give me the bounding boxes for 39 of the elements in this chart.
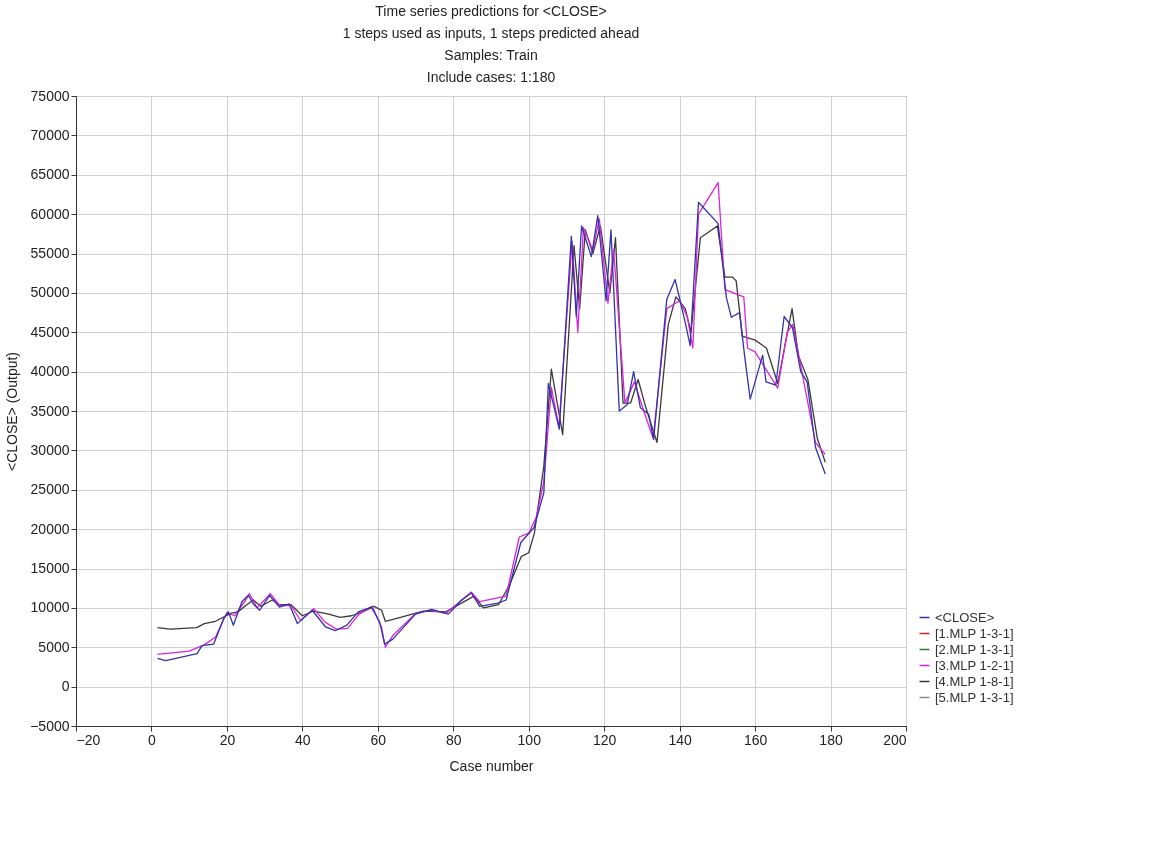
y-tick-label: 50000 (30, 284, 70, 301)
x-tick-label: 180 (819, 731, 843, 748)
legend-label: [5.MLP 1-3-1] (935, 689, 1014, 705)
legend-label: [2.MLP 1-3-1] (935, 641, 1014, 657)
x-tick-label: 60 (370, 731, 387, 748)
legend-label: <CLOSE> (935, 609, 995, 625)
y-tick-label: 30000 (30, 441, 70, 458)
y-tick-label: 45000 (30, 323, 70, 340)
legend-label: [3.MLP 1-2-1] (935, 657, 1014, 673)
x-tick-label: 200 (883, 731, 907, 748)
x-tick-label: 0 (148, 731, 157, 748)
x-tick-label: 160 (743, 731, 768, 748)
x-tick-label: 100 (517, 731, 542, 748)
y-tick-label: 65000 (30, 166, 70, 183)
x-tick-label: 140 (668, 731, 693, 748)
y-tick-label: 0 (61, 678, 70, 695)
y-tick-label: 60000 (30, 205, 70, 222)
y-tick-label: 35000 (30, 402, 70, 419)
x-tick-label: 20 (219, 731, 236, 748)
legend-label: [1.MLP 1-3-1] (935, 625, 1014, 641)
y-tick-label: 55000 (30, 245, 70, 261)
x-axis-title: Case number (449, 757, 534, 774)
y-tick-label: 10000 (30, 599, 70, 616)
y-tick-label: 75000 (30, 87, 70, 104)
x-tick-label: 120 (593, 731, 617, 748)
x-tick-label: −20 (76, 731, 101, 748)
y-axis-title: <CLOSE> (Output) (4, 351, 21, 472)
y-tick-label: 70000 (30, 126, 70, 143)
y-tick-label: 5000 (38, 638, 70, 655)
x-tick-label: 80 (445, 731, 462, 748)
chart-title: Time series predictions for <CLOSE> 1 steps used as inputs, 1 steps predicted ahead Samples: Train (342, 3, 640, 63)
y-tick-label: 20000 (30, 520, 70, 537)
chart-subtitle: Include cases: 1:180 (426, 69, 556, 85)
y-tick-label: 15000 (30, 560, 70, 576)
y-tick-label: 40000 (30, 363, 70, 380)
y-tick-label: 25000 (30, 481, 70, 498)
x-tick-label: 40 (295, 731, 311, 748)
y-tick-label: −5000 (30, 717, 70, 734)
legend-label: [4.MLP 1-8-1] (935, 673, 1014, 689)
